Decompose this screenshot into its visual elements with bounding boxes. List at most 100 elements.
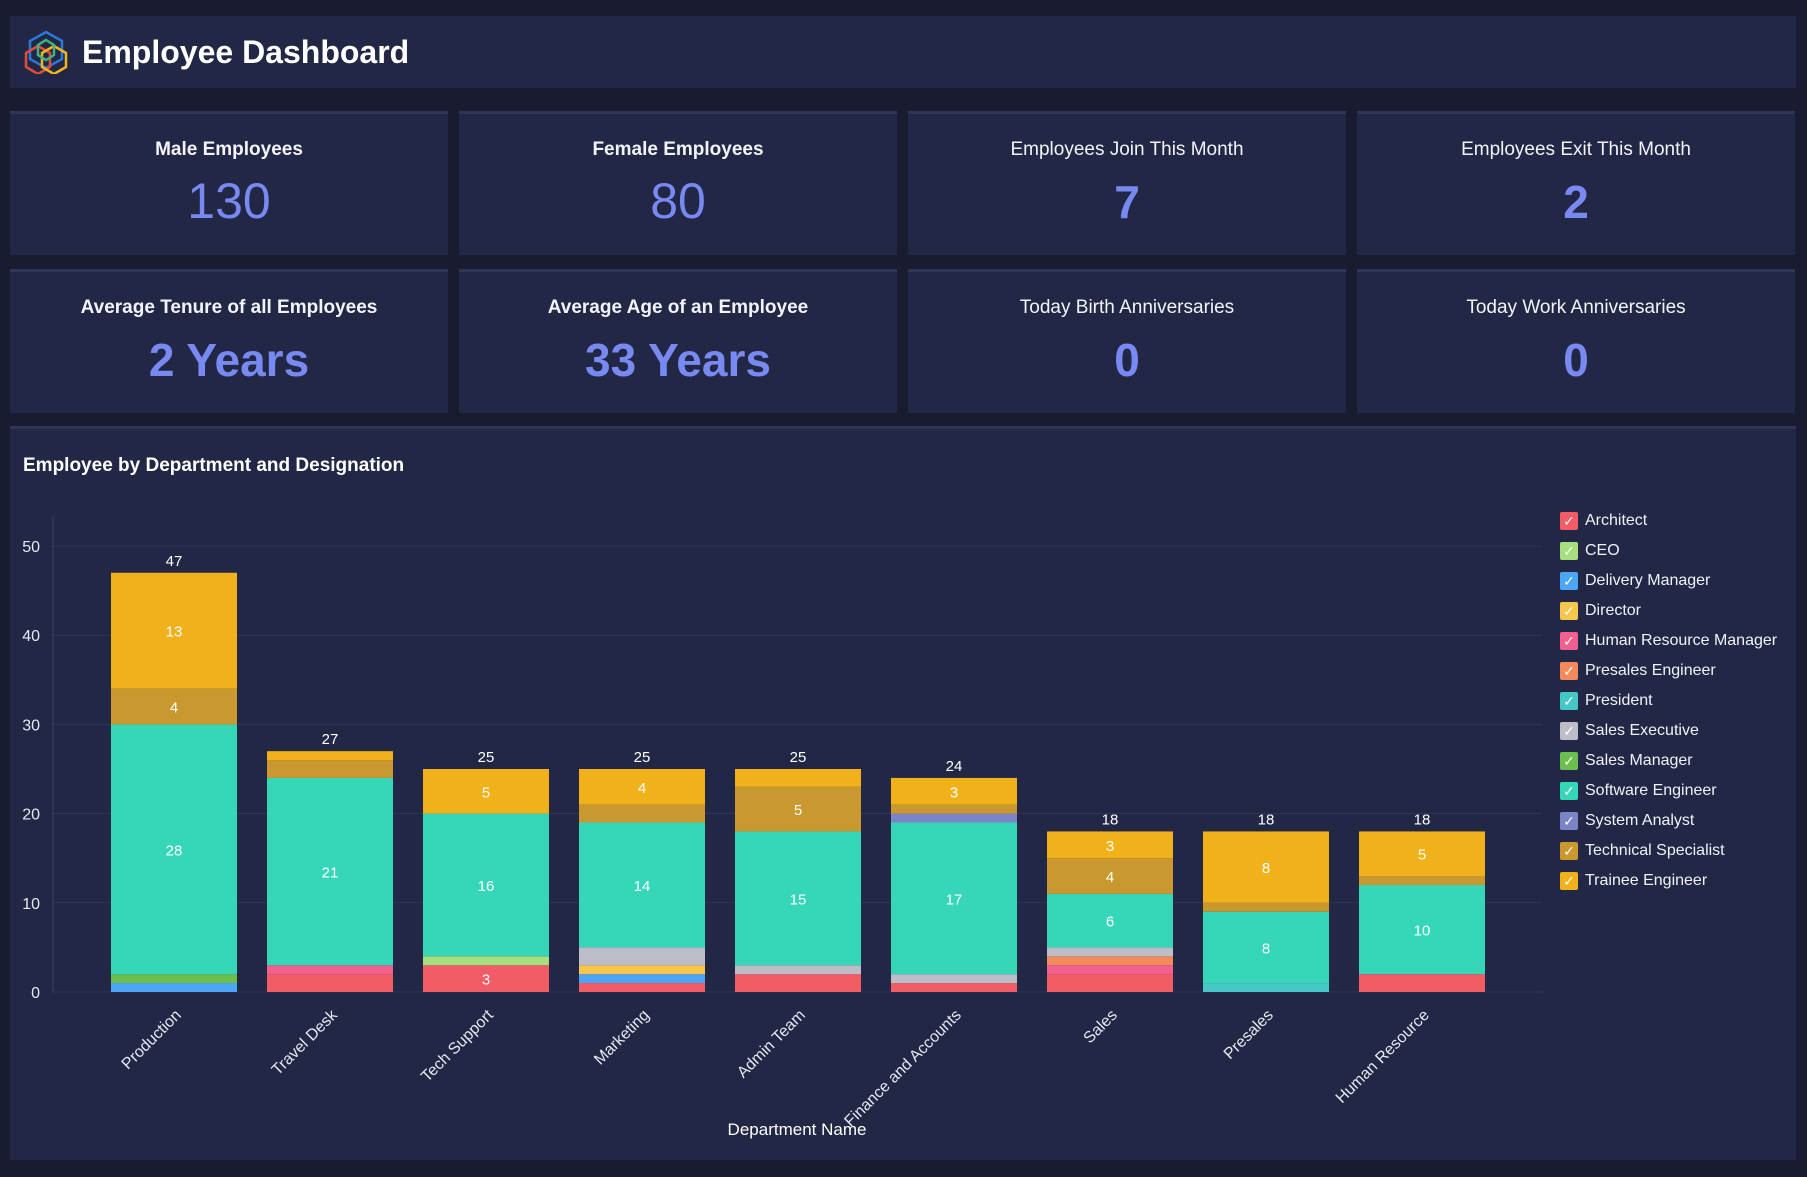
bar-segment	[1047, 831, 1173, 859]
bar-segment	[111, 572, 237, 689]
kpi-label: Employees Join This Month	[1010, 139, 1244, 160]
legend-checkbox-icon[interactable]: ✓	[1560, 632, 1578, 650]
legend-checkbox-icon[interactable]: ✓	[1560, 692, 1578, 710]
bar-segment-label: 14	[634, 878, 651, 895]
legend-checkbox-icon[interactable]: ✓	[1560, 872, 1578, 890]
bar-segment-label: 28	[166, 842, 183, 859]
bar-segment	[735, 831, 861, 966]
x-tick-label: Finance and Accounts	[841, 1007, 964, 1130]
bar-total-label: 47	[166, 553, 183, 570]
legend-label: Architect	[1585, 512, 1648, 529]
y-tick-label: 50	[22, 539, 40, 556]
x-tick-label: Marketing	[591, 1007, 653, 1069]
bar-segment	[1203, 983, 1329, 992]
bar-segment	[1047, 974, 1173, 992]
kpi-employees-exit: Employees Exit This Month 2	[1357, 111, 1795, 255]
bar-segment	[267, 751, 393, 761]
bar-segment-label: 4	[638, 780, 646, 797]
y-tick-label: 40	[22, 628, 40, 645]
bar-segment-label: 6	[1106, 914, 1114, 931]
y-tick-label: 0	[31, 985, 40, 1002]
kpi-value: 33 Years	[585, 334, 771, 386]
x-tick-label: Human Resource	[1333, 1007, 1433, 1107]
legend-label: Trainee Engineer	[1585, 872, 1708, 889]
bar-segment	[891, 822, 1017, 975]
stacked-bar-chart: 0 10 20 30 40 50 28 4 13 47 Production 21 27 Travel D…	[22, 516, 1542, 1139]
y-tick-label: 20	[22, 807, 40, 824]
kpi-birth-anniversaries: Today Birth Anniversaries 0	[908, 269, 1346, 413]
kpi-value: 0	[1114, 334, 1140, 386]
bar-total-label: 25	[790, 749, 807, 766]
bar-segment	[891, 974, 1017, 984]
bar-segment	[891, 804, 1017, 814]
bar-segment	[1047, 893, 1173, 948]
kpi-value: 2	[1563, 176, 1589, 228]
legend-checkbox-icon[interactable]: ✓	[1560, 572, 1578, 590]
bar-segment	[579, 804, 705, 823]
bar-total-label: 25	[634, 749, 651, 766]
bar-segment-label: 13	[166, 624, 183, 641]
bar-segment	[423, 965, 549, 992]
bar-segment	[1203, 902, 1329, 912]
bar-segment	[579, 983, 705, 992]
kpi-label: Today Work Anniversaries	[1466, 297, 1686, 318]
kpi-average-age: Average Age of an Employee 33 Years	[459, 269, 897, 413]
bar-segment	[579, 974, 705, 984]
bar-segment	[111, 688, 237, 725]
kpi-label: Employees Exit This Month	[1461, 139, 1691, 160]
bar-segment	[111, 724, 237, 975]
legend-checkbox-icon[interactable]: ✓	[1560, 512, 1578, 530]
legend-label: Delivery Manager	[1585, 572, 1711, 589]
bar-segment	[1047, 858, 1173, 894]
bar-segment	[1359, 974, 1485, 992]
bar-segment-label: 15	[790, 891, 807, 908]
bar-segment-label: 16	[478, 878, 495, 895]
legend-label: Presales Engineer	[1585, 662, 1716, 679]
bar-segment-label: 21	[322, 865, 339, 882]
bar-segment	[579, 965, 705, 975]
legend-label: System Analyst	[1585, 812, 1695, 829]
kpi-employees-join: Employees Join This Month 7	[908, 111, 1346, 255]
legend-checkbox-icon[interactable]: ✓	[1560, 662, 1578, 680]
bar-segment	[267, 965, 393, 975]
bar-segment-label: 5	[1418, 847, 1426, 864]
bar-total-label: 27	[322, 731, 339, 748]
bar-segment	[1359, 876, 1485, 885]
bar-segment	[1047, 947, 1173, 957]
legend-checkbox-icon[interactable]: ✓	[1560, 722, 1578, 740]
bar-segment	[735, 965, 861, 975]
bar-segment	[891, 777, 1017, 805]
legend-checkbox-icon[interactable]: ✓	[1560, 602, 1578, 620]
bar-segment-label: 4	[1106, 869, 1114, 886]
bar-total-label: 18	[1258, 811, 1275, 828]
kpi-work-anniversaries: Today Work Anniversaries 0	[1357, 269, 1795, 413]
bar-segment	[735, 769, 861, 787]
legend-checkbox-icon[interactable]: ✓	[1560, 542, 1578, 560]
kpi-value: 130	[187, 173, 271, 229]
y-tick-label: 30	[22, 717, 40, 734]
page-title: Employee Dashboard	[82, 34, 410, 70]
bar-segment-label: 3	[1106, 838, 1114, 855]
bar-segment-label: 5	[794, 802, 802, 819]
kpi-value: 7	[1114, 176, 1140, 228]
x-tick-label: Sales	[1081, 1007, 1121, 1047]
legend-checkbox-icon[interactable]: ✓	[1560, 812, 1578, 830]
bar-segment	[111, 974, 237, 984]
bar-segment	[1047, 965, 1173, 975]
bar-segment	[267, 974, 393, 992]
legend-checkbox-icon[interactable]: ✓	[1560, 752, 1578, 770]
legend-checkbox-icon[interactable]: ✓	[1560, 782, 1578, 800]
legend-checkbox-icon[interactable]: ✓	[1560, 842, 1578, 860]
x-tick-label: Admin Team	[734, 1007, 809, 1082]
legend-label: Director	[1585, 602, 1642, 619]
bar-segment	[579, 769, 705, 805]
bar-segment-label: 4	[170, 700, 178, 717]
bar-total-label: 25	[478, 749, 495, 766]
x-axis-title: Department Name	[728, 1120, 867, 1139]
kpi-value: 0	[1563, 334, 1589, 386]
x-tick-label: Production	[119, 1007, 185, 1073]
bar-segment	[1359, 884, 1485, 975]
bar-segment	[735, 786, 861, 832]
bar-segment	[267, 777, 393, 966]
bar-segment	[1203, 911, 1329, 984]
